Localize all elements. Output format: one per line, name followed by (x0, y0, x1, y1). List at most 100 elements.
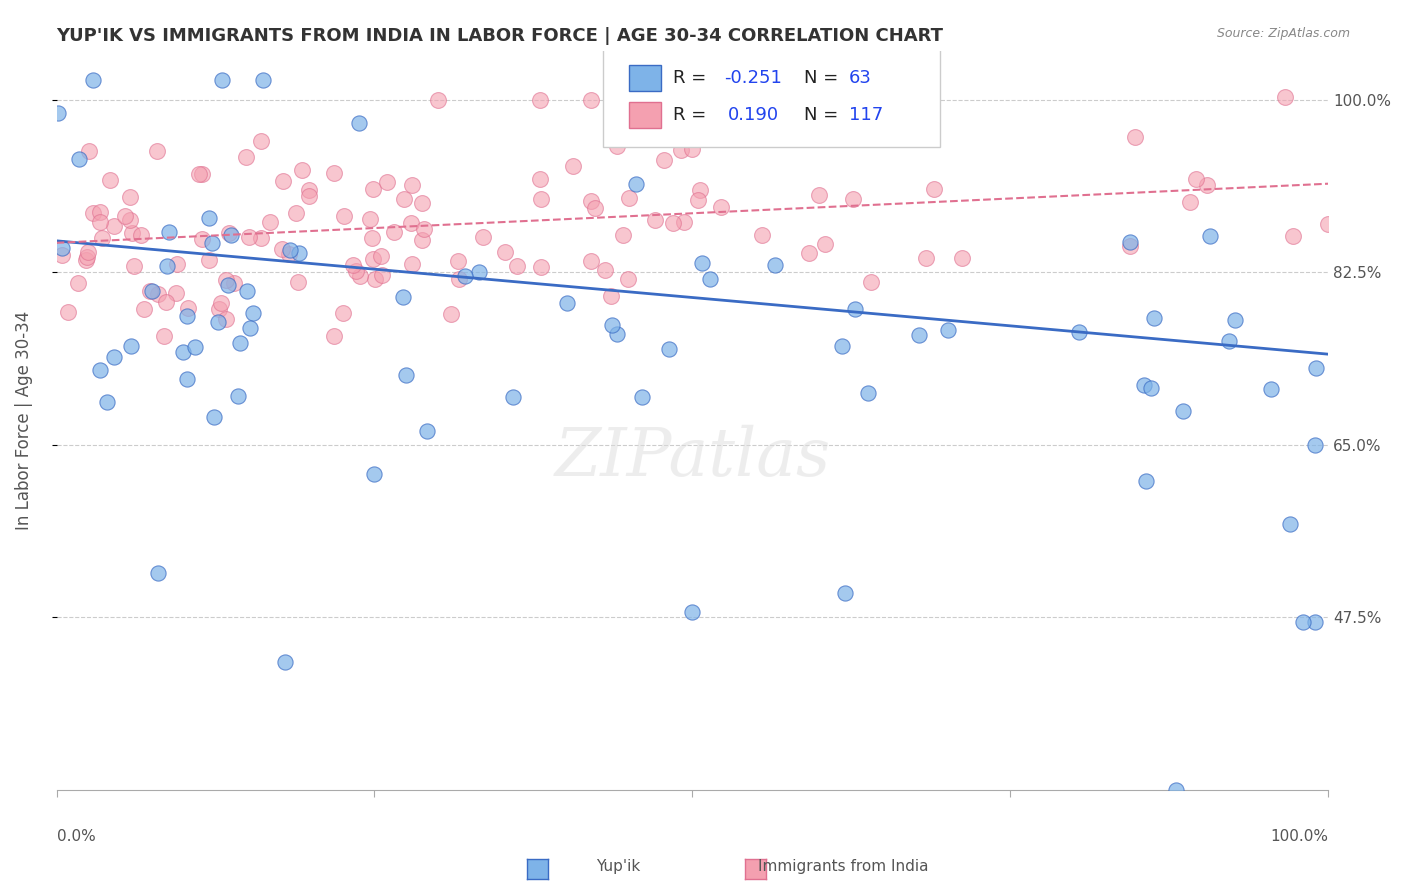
Immigrants from India (673, 215, 696, 229)
Yup'ik (89, 363, 111, 377)
Immigrants from India (271, 242, 294, 256)
Immigrants from India (215, 273, 238, 287)
Immigrants from India (191, 232, 214, 246)
Yup'ik (176, 309, 198, 323)
Yup'ik (453, 269, 475, 284)
Immigrants from India (401, 216, 423, 230)
Immigrants from India (644, 213, 666, 227)
Immigrants from India (165, 286, 187, 301)
Immigrants from India (1123, 129, 1146, 144)
Immigrants from India (215, 312, 238, 326)
Immigrants from India (139, 284, 162, 298)
Immigrants from India (710, 200, 733, 214)
Text: YUP'IK VS IMMIGRANTS FROM INDIA IN LABOR FORCE | AGE 30-34 CORRELATION CHART: YUP'IK VS IMMIGRANTS FROM INDIA IN LABOR… (56, 27, 943, 45)
Immigrants from India (155, 295, 177, 310)
Immigrants from India (751, 228, 773, 243)
Yup'ik (468, 265, 491, 279)
Immigrants from India (323, 166, 346, 180)
Immigrants from India (506, 260, 529, 274)
Immigrants from India (66, 276, 89, 290)
Immigrants from India (361, 182, 384, 196)
Text: 0.190: 0.190 (728, 106, 779, 124)
Immigrants from India (146, 286, 169, 301)
Yup'ik (763, 258, 786, 272)
Text: Yup'ik: Yup'ik (596, 859, 641, 874)
Yup'ik (156, 259, 179, 273)
Immigrants from India (797, 245, 820, 260)
Yup'ik (856, 386, 879, 401)
Immigrants from India (860, 275, 883, 289)
Point (148, 566, 170, 580)
Immigrants from India (1274, 90, 1296, 104)
Immigrants from India (688, 193, 710, 207)
Text: N =: N = (804, 106, 844, 124)
Yup'ik (1199, 228, 1222, 243)
Immigrants from India (118, 189, 141, 203)
Immigrants from India (89, 205, 111, 219)
Yup'ik (198, 211, 221, 225)
Immigrants from India (145, 144, 167, 158)
Yup'ik (141, 284, 163, 298)
Immigrants from India (579, 254, 602, 268)
Immigrants from India (530, 260, 553, 274)
Bar (628, 103, 661, 128)
Yup'ik (1143, 310, 1166, 325)
Immigrants from India (361, 230, 384, 244)
Immigrants from India (612, 228, 634, 243)
Immigrants from India (661, 216, 683, 230)
Yup'ik (211, 73, 233, 87)
Yup'ik (176, 372, 198, 386)
Text: R =: R = (673, 69, 713, 87)
Yup'ik (600, 318, 623, 333)
Yup'ik (1140, 381, 1163, 395)
Immigrants from India (56, 305, 79, 319)
Text: 63: 63 (849, 69, 872, 87)
Yup'ik (82, 73, 104, 87)
Immigrants from India (471, 230, 494, 244)
Immigrants from India (412, 222, 434, 236)
Immigrants from India (922, 182, 945, 196)
Immigrants from India (363, 252, 385, 266)
Immigrants from India (98, 172, 121, 186)
Immigrants from India (298, 189, 321, 203)
Immigrants from India (291, 162, 314, 177)
Text: 0.0%: 0.0% (56, 829, 96, 844)
Immigrants from India (344, 264, 367, 278)
Yup'ik (288, 246, 311, 260)
Immigrants from India (447, 272, 470, 286)
Immigrants from India (332, 306, 354, 320)
Point (427, 93, 450, 107)
Immigrants from India (342, 258, 364, 272)
Immigrants from India (678, 103, 700, 118)
Immigrants from India (1119, 239, 1142, 253)
Immigrants from India (271, 174, 294, 188)
Immigrants from India (364, 272, 387, 286)
Point (681, 142, 703, 156)
Immigrants from India (1178, 194, 1201, 209)
Yup'ik (347, 116, 370, 130)
Immigrants from India (1195, 178, 1218, 193)
Point (834, 585, 856, 599)
Yup'ik (202, 410, 225, 425)
Yup'ik (51, 241, 73, 255)
Immigrants from India (371, 268, 394, 282)
Text: 117: 117 (849, 106, 883, 124)
Yup'ik (555, 296, 578, 310)
Immigrants from India (332, 209, 354, 223)
Immigrants from India (122, 259, 145, 273)
Immigrants from India (652, 153, 675, 168)
Yup'ik (46, 105, 69, 120)
Immigrants from India (814, 236, 837, 251)
Yup'ik (658, 342, 681, 356)
Point (617, 192, 640, 206)
Immigrants from India (129, 228, 152, 243)
Point (1164, 782, 1187, 797)
Immigrants from India (191, 167, 214, 181)
Text: R =: R = (673, 106, 718, 124)
Yup'ik (242, 306, 264, 320)
Immigrants from India (207, 301, 229, 316)
Immigrants from India (76, 244, 98, 259)
Yup'ik (157, 225, 180, 239)
Immigrants from India (209, 295, 232, 310)
Text: -0.251: -0.251 (724, 69, 782, 87)
